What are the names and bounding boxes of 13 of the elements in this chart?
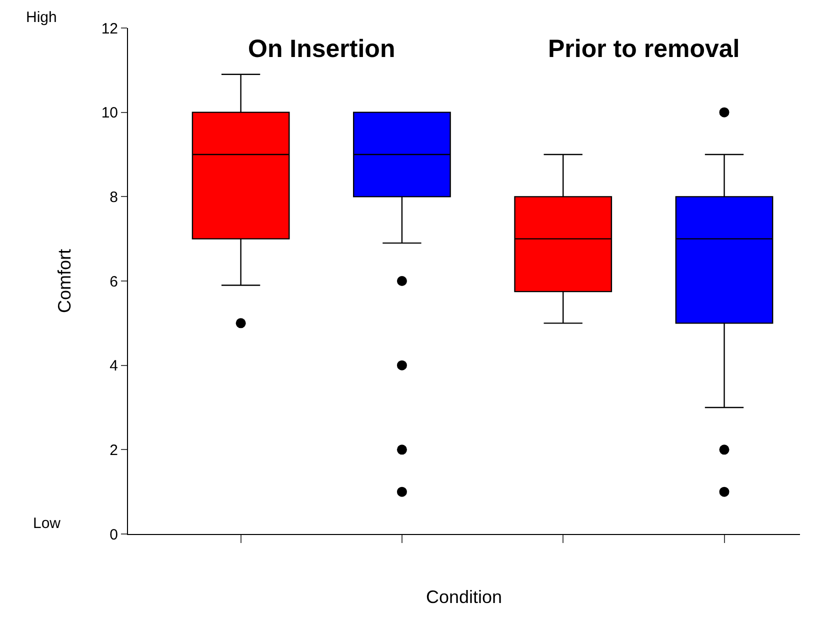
y-tick-label: 6 [110,273,118,290]
y-tick-label: 10 [101,104,118,122]
annotation: Prior to removal [548,35,740,63]
y-tick-label: 0 [110,526,118,544]
y-tick-label: 12 [101,20,118,38]
x-axis-title: Condition [426,587,502,608]
y-tick-label: 8 [110,188,118,206]
y-axis-title: Comfort [54,248,75,314]
text: High [26,9,57,26]
y-tick-label: 4 [110,358,118,375]
y-tick-label: 2 [110,442,118,459]
annotation: On Insertion [248,35,396,63]
text: Low [33,515,61,532]
